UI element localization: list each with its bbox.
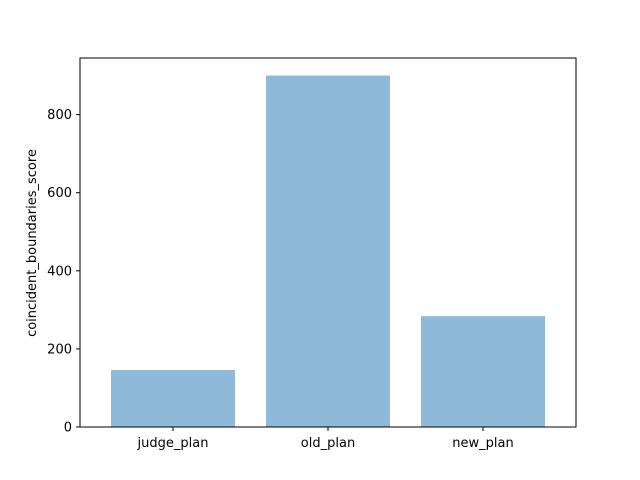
x-tick-label-old_plan: old_plan: [301, 436, 355, 451]
x-tick-label-new_plan: new_plan: [452, 436, 513, 451]
y-axis-label: coincident_boundaries_score: [25, 149, 40, 337]
bars-group: [111, 75, 545, 428]
bar-judge_plan: [111, 369, 235, 427]
y-tick-label: 400: [47, 264, 72, 279]
y-tick-label: 200: [47, 342, 72, 357]
bar-new_plan: [421, 316, 545, 427]
y-tick-label: 0: [64, 421, 72, 436]
x-axis: judge_plan old_plan new_plan: [137, 427, 514, 451]
y-axis: 0 200 400 600 800: [47, 108, 80, 436]
x-tick-label-judge_plan: judge_plan: [137, 436, 209, 451]
bar-old_plan: [266, 75, 390, 428]
y-tick-label: 600: [47, 186, 72, 201]
y-tick-label: 800: [47, 108, 72, 123]
